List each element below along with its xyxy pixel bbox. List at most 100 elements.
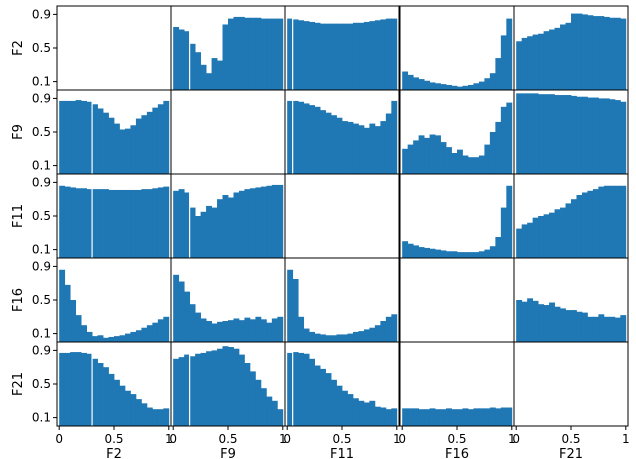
histogram-bar	[352, 398, 359, 426]
histogram-bar	[228, 197, 234, 258]
histogram-bar	[64, 352, 71, 426]
histogram-bar	[130, 189, 137, 258]
x-tick-label: 1	[279, 432, 287, 446]
histogram-bar	[195, 52, 201, 90]
y-tick-label: 0.5	[32, 41, 51, 55]
histogram-bar	[352, 123, 359, 174]
histogram-bar	[97, 363, 104, 426]
histogram-bar	[314, 333, 321, 342]
histogram-bar	[303, 328, 310, 342]
histogram-bar	[363, 127, 370, 174]
histogram-bar	[451, 153, 458, 174]
histogram-bar	[369, 327, 376, 342]
histogram-bar	[478, 251, 485, 258]
histogram-bar	[358, 331, 365, 342]
histogram-bar	[363, 402, 370, 426]
histogram-bar	[429, 408, 436, 426]
histogram-bar	[527, 36, 534, 90]
histogram-bar	[369, 400, 376, 426]
row-label: F11	[11, 204, 26, 228]
histogram-bar	[609, 316, 616, 342]
histogram-bar	[435, 83, 441, 90]
histogram-bar	[211, 58, 218, 90]
histogram-bar	[380, 19, 387, 90]
x-tick-label: 0	[512, 432, 520, 446]
histogram-bar	[200, 352, 207, 426]
histogram-bar	[238, 354, 245, 426]
histogram-bar	[146, 111, 153, 174]
histogram-bar	[255, 316, 262, 342]
histogram-bar	[92, 104, 98, 174]
histogram-bar	[184, 31, 191, 90]
histogram-bar	[309, 358, 315, 426]
histogram-bar	[571, 199, 577, 258]
histogram-bar	[576, 96, 583, 174]
histogram-bar	[336, 385, 343, 426]
histogram-bar	[92, 336, 98, 342]
histogram-bar	[565, 95, 572, 174]
histogram-bar	[222, 24, 229, 91]
histogram-bar	[369, 123, 376, 174]
histogram-bar	[598, 98, 605, 174]
histogram-bar	[331, 23, 337, 90]
histogram-bar	[108, 189, 115, 258]
histogram-bar	[527, 298, 534, 342]
histogram-bar	[97, 189, 104, 258]
histogram-bar	[277, 18, 284, 91]
histogram-bar	[462, 155, 469, 174]
histogram-bar	[124, 390, 131, 426]
histogram-bar	[108, 117, 115, 174]
histogram-bar	[429, 134, 436, 174]
histogram-bar	[119, 385, 126, 426]
histogram-bar	[64, 100, 71, 174]
histogram-bar	[157, 319, 164, 342]
histogram-bar	[424, 80, 430, 90]
histogram-bar	[543, 214, 550, 258]
histogram-bar	[598, 314, 605, 342]
histogram-bar	[249, 319, 256, 342]
histogram-bar	[287, 269, 294, 342]
histogram-bar	[385, 113, 392, 174]
histogram-bar	[527, 222, 534, 258]
histogram-bar	[614, 317, 621, 342]
y-tick-label: 0.5	[32, 209, 51, 223]
histogram-bar	[103, 189, 109, 258]
histogram-bar	[402, 408, 409, 426]
histogram-bar	[184, 354, 191, 426]
histogram-bar	[495, 121, 502, 174]
histogram-bar	[495, 237, 502, 258]
histogram-bar	[516, 300, 523, 342]
histogram-bar	[141, 189, 148, 258]
y-tick-label: 0.9	[32, 259, 51, 273]
histogram-bar	[277, 409, 284, 426]
histogram-bar	[576, 13, 583, 91]
histogram-bar	[484, 408, 491, 426]
histogram-bar	[119, 189, 126, 258]
histogram-bar	[342, 23, 348, 90]
histogram-bar	[560, 24, 566, 91]
histogram-bar	[184, 192, 191, 258]
histogram-bar	[457, 86, 463, 90]
histogram-bar	[554, 306, 561, 342]
histogram-bar	[347, 23, 354, 90]
y-tick-label: 0.9	[32, 91, 51, 105]
histogram-bar	[538, 94, 544, 174]
histogram-bar	[402, 71, 409, 90]
histogram-bar	[489, 407, 496, 426]
histogram-bar	[587, 97, 594, 174]
histogram-bar	[86, 101, 93, 174]
histogram-bar	[413, 408, 420, 426]
histogram-bar	[309, 105, 315, 174]
histogram-bar	[565, 22, 572, 90]
histogram-bar	[200, 318, 207, 342]
histogram-bar	[446, 84, 452, 90]
histogram-bar	[292, 19, 299, 90]
histogram-bar	[303, 21, 310, 90]
histogram-bar	[380, 407, 387, 426]
histogram-bar	[238, 190, 245, 258]
histogram-bar	[413, 77, 420, 90]
histogram-bar	[451, 409, 458, 426]
histogram-bar	[598, 186, 605, 258]
histogram-bar	[331, 335, 337, 342]
histogram-bar	[592, 189, 599, 258]
